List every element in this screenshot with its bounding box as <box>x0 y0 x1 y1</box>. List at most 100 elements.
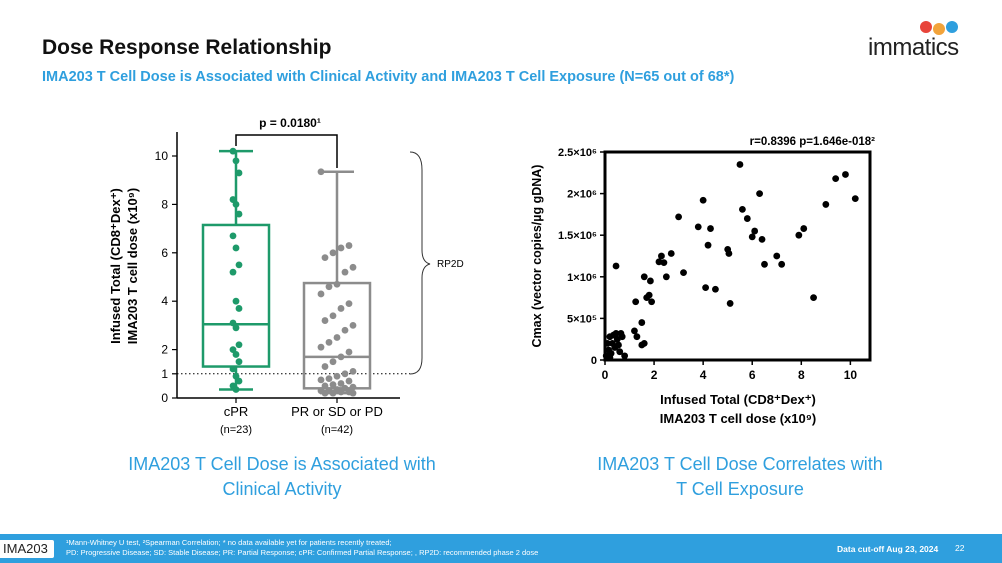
scatter-point <box>612 329 620 337</box>
box-y-tick-label: 8 <box>161 197 168 211</box>
scatter-y-tick-label: 2×10⁶ <box>567 189 597 201</box>
box-point <box>235 261 243 269</box>
box-point <box>329 389 337 397</box>
scatter-point <box>699 196 707 204</box>
box-point <box>235 169 243 177</box>
scatter-point <box>662 273 670 281</box>
left-caption: IMA203 T Cell Dose is Associated with Cl… <box>92 452 472 502</box>
right-caption: IMA203 T Cell Dose Correlates with T Cel… <box>560 452 920 502</box>
right-caption-line2: T Cell Exposure <box>676 479 804 499</box>
right-caption-line1: IMA203 T Cell Dose Correlates with <box>597 454 883 474</box>
scatter-point <box>667 250 675 257</box>
scatter-point <box>640 273 648 281</box>
scatter-point <box>660 259 668 267</box>
box-y-tick-label: 4 <box>161 294 168 308</box>
scatter-point <box>646 277 654 285</box>
box-y-tick-label: 10 <box>155 149 169 163</box>
box-point <box>329 312 337 320</box>
box-point <box>232 297 240 305</box>
box-point <box>349 263 357 271</box>
scatter-x-label-line1: Infused Total (CD8⁺Dex⁺) <box>660 392 816 407</box>
scatter-point <box>842 171 849 178</box>
scatter-point <box>612 262 620 270</box>
box-y-tick-label: 1 <box>161 367 168 381</box>
box-point <box>235 341 243 349</box>
scatter-point <box>800 225 808 232</box>
scatter-point <box>726 300 734 307</box>
scatter-point <box>748 233 756 241</box>
box-point <box>345 377 353 385</box>
scatter-x-tick-label: 8 <box>798 368 805 382</box>
box-y-label-line1: Infused Total (CD8⁺Dex⁺) <box>108 188 123 344</box>
left-caption-line2: Clinical Activity <box>222 479 342 499</box>
box-point <box>235 377 243 385</box>
scatter-point <box>694 223 702 231</box>
scatter-x-tick-label: 10 <box>844 368 858 382</box>
scatter-point <box>632 298 640 306</box>
box-point <box>229 232 237 240</box>
scatter-point <box>795 231 803 239</box>
scatter-point <box>739 206 746 213</box>
box-point <box>321 382 329 390</box>
scatter-point <box>707 225 714 232</box>
scatter-point <box>631 327 638 335</box>
logo-dot-orange <box>933 23 945 35</box>
box-y-tick-label: 2 <box>161 343 168 357</box>
box-point <box>232 386 240 393</box>
scatter-point <box>822 201 830 208</box>
scatter-point <box>658 252 665 260</box>
p-value-bracket <box>235 134 338 168</box>
box-point <box>333 334 341 341</box>
scatter-stats: r=0.8396 p=1.646e-018² <box>750 136 875 148</box>
scatter-point <box>761 260 768 268</box>
box-group-n: (n=42) <box>321 424 353 436</box>
scatter-point <box>851 195 859 202</box>
box-group-label: PR or SD or PD <box>291 404 383 419</box>
footer-note-line2: PD: Progressive Disease; SD: Stable Dise… <box>66 548 539 557</box>
scatter-point <box>645 291 653 299</box>
box-point <box>321 363 329 370</box>
box-point <box>341 370 349 378</box>
box-point <box>337 244 345 252</box>
box-point <box>325 338 333 346</box>
scatter-point <box>704 241 712 249</box>
box-point <box>229 147 237 155</box>
scatter-y-tick-label: 1×10⁶ <box>567 272 597 284</box>
box-point <box>232 324 240 332</box>
scatter-point <box>743 215 751 222</box>
scatter-point <box>615 341 622 349</box>
box-point <box>321 254 329 262</box>
box-point <box>337 353 345 361</box>
box-y-label-line2: IMA203 T cell dose (x10⁹) <box>125 188 140 344</box>
scatter-point <box>751 227 759 235</box>
box-point <box>325 375 333 383</box>
scatter-y-tick-label: 1.5×10⁶ <box>558 230 597 242</box>
footer-bar: IMA203 ¹Mann-Whitney U test, ²Spearman C… <box>0 534 1002 563</box>
scatter-point <box>758 235 766 243</box>
box-point <box>235 358 243 366</box>
box-point <box>317 290 325 298</box>
scatter-point <box>702 284 710 292</box>
scatter-point <box>604 339 611 347</box>
box-point <box>337 388 345 396</box>
logo-dot-blue <box>946 21 958 33</box>
scatter-point <box>606 354 614 361</box>
box-point <box>232 351 240 358</box>
box-point <box>317 343 325 351</box>
scatter-y-tick-label: 0 <box>591 355 597 367</box>
footer-program-tag: IMA203 <box>0 540 54 558</box>
logo-dot-red <box>920 21 932 33</box>
rp2d-brace <box>409 151 431 375</box>
page-number: 22 <box>955 543 965 553</box>
scatter-frame <box>603 150 872 362</box>
box-y-tick-label: 6 <box>161 246 168 260</box>
box-point <box>235 210 243 218</box>
box-point <box>317 376 325 384</box>
scatter-point <box>648 298 656 306</box>
box-iqr <box>201 223 271 368</box>
logo-wordmark: immatics <box>868 34 959 61</box>
scatter-x-tick-label: 4 <box>700 368 707 382</box>
box-point <box>229 365 237 373</box>
box-point <box>349 322 357 329</box>
